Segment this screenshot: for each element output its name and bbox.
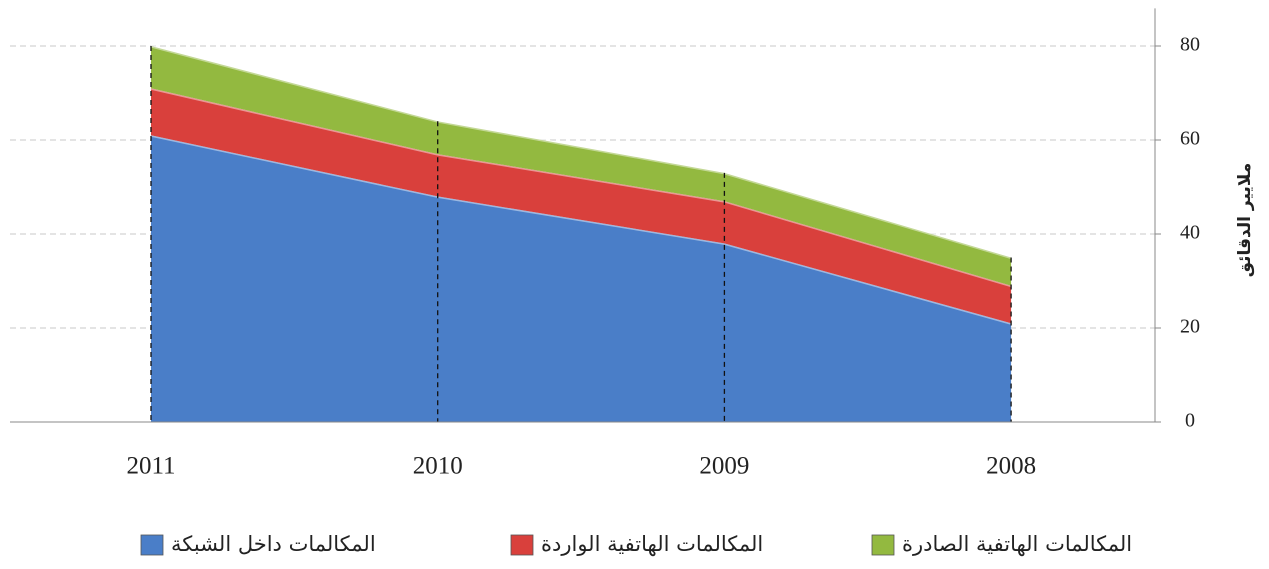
- y-tick-label: 0: [1185, 410, 1195, 432]
- legend-label: المكالمات الهاتفية الواردة: [541, 532, 763, 556]
- legend-swatch: [510, 534, 534, 556]
- y-tick-label: 80: [1180, 34, 1200, 56]
- y-tick-label: 20: [1180, 316, 1200, 338]
- area-edge: [150, 133, 1012, 325]
- y-tick-label: 60: [1180, 128, 1200, 150]
- legend-label: المكالمات الهاتفية الصادرة: [902, 532, 1132, 556]
- x-tick-label: 2009: [699, 453, 749, 480]
- legend-swatch: [140, 534, 164, 556]
- area: [151, 135, 1012, 423]
- legend-label: المكالمات داخل الشبكة: [171, 532, 376, 556]
- y-tick-label: 40: [1180, 222, 1200, 244]
- area-edge: [150, 44, 1012, 259]
- x-tick-label: 2011: [126, 453, 175, 480]
- x-tick-label: 2008: [986, 453, 1036, 480]
- x-tick-label: 2010: [413, 453, 463, 480]
- area: [151, 46, 1012, 286]
- y-axis-title: ملايير الدقائق: [1235, 163, 1255, 278]
- area: [151, 88, 1012, 324]
- legend-swatch: [871, 534, 895, 556]
